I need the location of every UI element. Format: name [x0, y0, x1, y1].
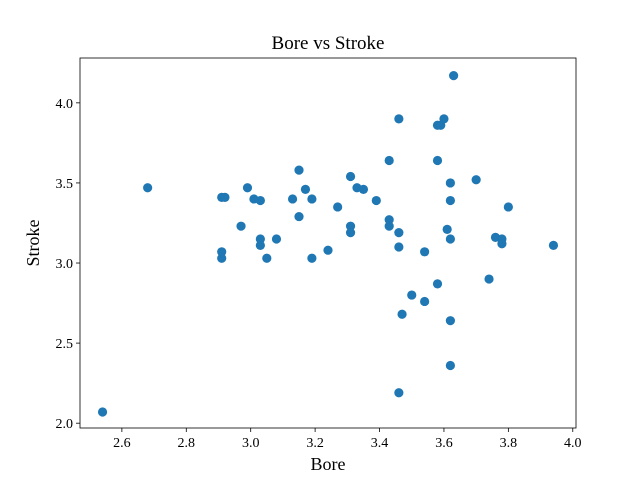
data-point: [255, 234, 265, 244]
x-tick-label: 3.6: [435, 436, 453, 451]
data-point: [445, 234, 455, 244]
data-point: [323, 245, 333, 255]
data-point: [307, 253, 317, 263]
data-point: [471, 175, 481, 185]
x-tick-label: 4.0: [564, 436, 582, 451]
data-point: [358, 184, 369, 194]
x-tick-label: 3.8: [500, 436, 518, 451]
data-point: [345, 227, 356, 238]
x-tick-label: 2.6: [113, 436, 131, 451]
data-point: [439, 114, 449, 124]
x-tick-label: 2.8: [178, 436, 196, 451]
points-layer: [97, 71, 559, 417]
y-axis-label: Stroke: [23, 219, 43, 266]
data-point: [407, 290, 417, 300]
data-point: [420, 296, 430, 307]
x-tick-label: 3.0: [242, 436, 260, 451]
data-point: [294, 165, 304, 175]
data-point: [394, 388, 404, 398]
x-axis-ticks: 2.6 2.8 3.0 3.2 3.4 3.6 3.8 4.0: [113, 428, 582, 451]
data-point: [307, 194, 317, 204]
data-point: [445, 195, 455, 206]
data-point: [420, 247, 430, 257]
data-point: [445, 360, 455, 371]
data-point: [143, 183, 153, 193]
x-axis-label: Bore: [311, 454, 346, 474]
y-tick-label: 3.0: [56, 257, 74, 272]
y-axis-ticks: 2.0 2.5 3.0 3.5 4.0: [56, 97, 80, 432]
data-point: [432, 279, 443, 289]
data-point: [300, 184, 311, 194]
data-point: [333, 202, 343, 212]
data-point: [294, 211, 304, 222]
data-point: [371, 195, 381, 206]
data-point: [394, 227, 404, 238]
data-point: [384, 221, 394, 231]
data-point: [384, 215, 394, 225]
data-point: [449, 71, 459, 81]
x-tick-label: 3.4: [371, 436, 389, 451]
x-tick-label: 3.2: [306, 436, 324, 451]
y-tick-label: 3.5: [56, 177, 74, 192]
data-point: [394, 114, 404, 124]
data-point: [287, 194, 298, 204]
plot-frame: [79, 57, 577, 429]
data-point: [445, 316, 455, 326]
data-point: [442, 224, 452, 234]
y-tick-label: 4.0: [56, 97, 74, 112]
chart-title: Bore vs Stroke: [272, 33, 385, 54]
data-point: [236, 221, 246, 231]
data-point: [497, 239, 507, 249]
data-point: [217, 253, 227, 263]
data-point: [345, 171, 356, 182]
data-point: [97, 407, 108, 417]
data-point: [445, 178, 455, 188]
data-point: [255, 240, 265, 250]
data-point: [220, 192, 230, 202]
data-point: [397, 309, 407, 319]
data-point: [384, 155, 394, 166]
data-point: [217, 247, 227, 257]
data-point: [394, 242, 404, 252]
data-point: [548, 240, 559, 250]
data-point: [484, 274, 494, 284]
data-point: [432, 155, 443, 166]
y-tick-label: 2.5: [56, 337, 74, 352]
data-point: [262, 253, 272, 263]
data-point: [345, 221, 356, 231]
data-point: [271, 234, 282, 244]
data-point: [242, 183, 253, 193]
y-tick-label: 2.0: [56, 417, 74, 432]
data-point: [503, 202, 513, 212]
data-point: [255, 195, 265, 206]
